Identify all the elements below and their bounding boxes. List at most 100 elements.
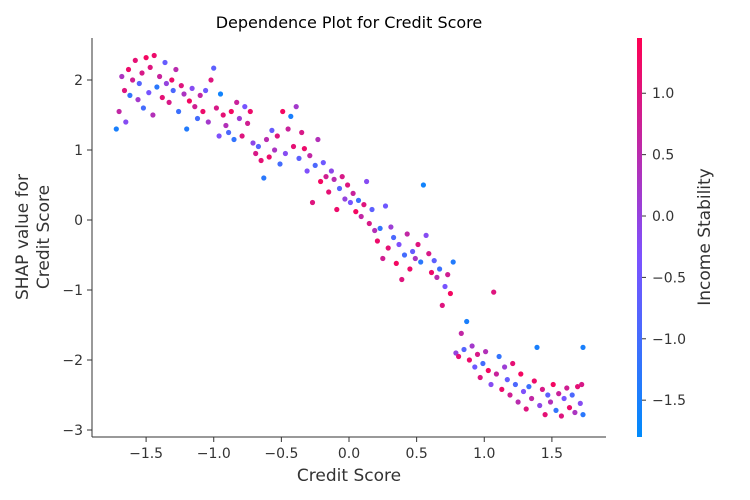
- y-tick-label: −1: [62, 283, 83, 299]
- scatter-points: [113, 52, 586, 419]
- data-point: [382, 203, 389, 209]
- data-point: [518, 371, 524, 377]
- data-point: [447, 290, 453, 297]
- data-point: [315, 136, 321, 143]
- data-point: [113, 126, 119, 132]
- data-point: [369, 206, 375, 213]
- data-point: [116, 108, 122, 115]
- data-point: [211, 65, 217, 71]
- data-point: [553, 407, 559, 413]
- data-point: [566, 405, 573, 411]
- data-point: [143, 55, 149, 61]
- data-point: [355, 197, 362, 203]
- data-point: [331, 176, 337, 182]
- data-point: [178, 83, 184, 89]
- data-point: [299, 129, 305, 136]
- data-point: [488, 381, 494, 388]
- data-point: [461, 346, 467, 353]
- data-point: [146, 90, 152, 96]
- data-point: [361, 202, 367, 208]
- data-point: [123, 119, 129, 125]
- data-point: [547, 399, 554, 405]
- data-point: [205, 119, 211, 125]
- data-point: [345, 182, 351, 188]
- data-point: [301, 146, 307, 152]
- data-point: [507, 392, 513, 398]
- data-point: [450, 259, 456, 265]
- data-point: [318, 178, 324, 185]
- data-point: [290, 143, 297, 150]
- data-point: [385, 245, 391, 251]
- y-tick-label: 0: [74, 213, 83, 229]
- data-point: [512, 381, 519, 388]
- data-point: [453, 350, 459, 356]
- data-point: [388, 224, 394, 230]
- data-point: [515, 399, 521, 405]
- data-point: [250, 140, 256, 146]
- data-point: [326, 189, 332, 195]
- data-point: [499, 386, 505, 392]
- data-point: [334, 206, 340, 213]
- data-point: [410, 248, 416, 255]
- data-point: [285, 126, 291, 132]
- data-point: [181, 91, 187, 97]
- data-point: [320, 160, 326, 166]
- data-point: [176, 108, 182, 115]
- data-point: [228, 108, 234, 115]
- y-axis-label-line-2: Credit Score: [34, 185, 54, 289]
- x-tick-label: −1.0: [197, 446, 231, 462]
- data-point: [282, 150, 288, 157]
- data-point: [239, 133, 245, 139]
- data-point: [580, 344, 586, 350]
- data-point: [304, 168, 310, 174]
- data-point: [130, 77, 136, 83]
- data-point: [477, 374, 483, 381]
- data-point: [296, 155, 302, 161]
- data-point: [293, 104, 299, 110]
- data-point: [166, 99, 172, 105]
- data-point: [423, 232, 429, 238]
- data-point: [350, 190, 356, 196]
- data-point: [426, 251, 432, 257]
- x-tick-label: 1.5: [541, 446, 563, 462]
- data-point: [234, 99, 240, 105]
- data-point: [366, 220, 372, 227]
- data-point: [531, 378, 537, 384]
- data-point: [255, 143, 261, 150]
- data-point: [213, 105, 219, 111]
- x-ticks: −1.5 −1.0 −0.5 0.0 0.5 1.0 1.5: [129, 437, 563, 462]
- colorbar-tick-label: 0.5: [652, 148, 674, 164]
- data-point: [393, 260, 399, 266]
- data-point: [428, 269, 435, 276]
- data-point: [404, 231, 410, 237]
- data-point: [307, 153, 313, 159]
- data-point: [121, 87, 128, 94]
- data-point: [418, 259, 424, 265]
- data-point: [374, 238, 380, 244]
- data-point: [216, 133, 222, 139]
- data-point: [192, 104, 198, 110]
- y-axis-label: SHAP value for Credit Score: [13, 174, 54, 300]
- data-point: [561, 395, 567, 402]
- data-point: [377, 225, 383, 231]
- data-point: [575, 384, 581, 390]
- data-point: [217, 91, 224, 97]
- data-point: [545, 392, 551, 398]
- data-point: [420, 182, 426, 188]
- data-point: [358, 213, 364, 220]
- data-point: [502, 364, 508, 370]
- data-point: [312, 162, 318, 168]
- colorbar-tick-label: −0.5: [652, 270, 686, 286]
- y-axis-label-line-1: SHAP value for: [13, 174, 33, 300]
- data-point: [493, 371, 499, 377]
- data-point: [274, 133, 280, 139]
- data-point: [458, 330, 464, 336]
- data-point: [277, 161, 283, 167]
- data-point: [253, 150, 259, 157]
- data-point: [203, 87, 209, 94]
- data-point: [266, 154, 272, 160]
- colorbar-tick-label: −1.5: [652, 393, 686, 409]
- data-point: [328, 168, 334, 174]
- data-point: [496, 353, 502, 360]
- data-point: [537, 402, 543, 409]
